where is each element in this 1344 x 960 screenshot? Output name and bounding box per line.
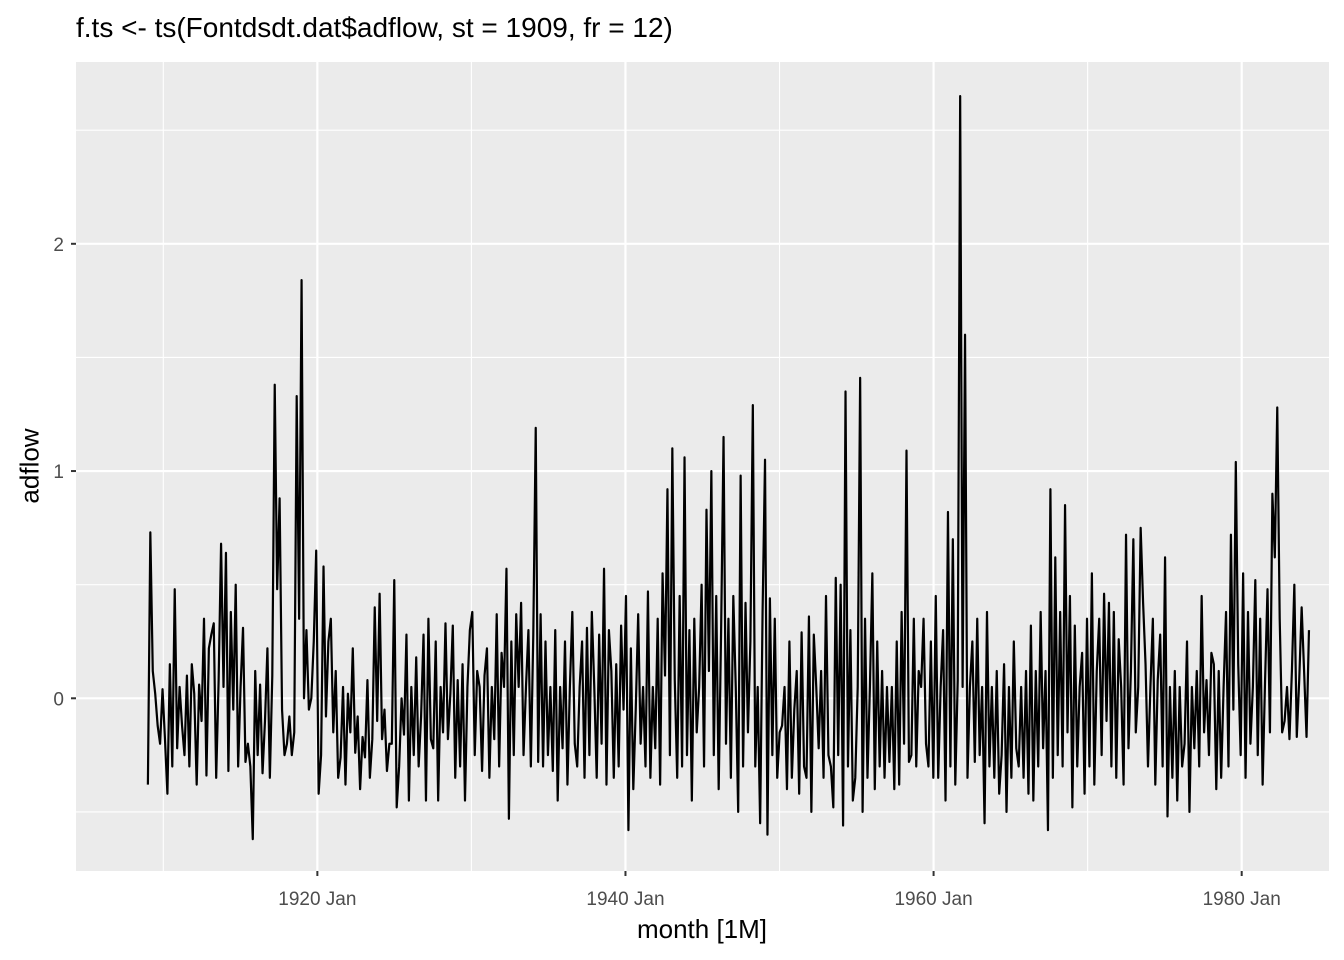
y-tick-label: 2 bbox=[53, 235, 64, 256]
y-tick-label: 0 bbox=[53, 689, 64, 710]
plot-panel bbox=[76, 62, 1329, 871]
x-axis-title: month [1M] bbox=[636, 914, 768, 944]
x-tick-label: 1960 Jan bbox=[894, 889, 972, 910]
y-tick-label: 1 bbox=[53, 462, 64, 483]
y-axis: 0 1 2 bbox=[53, 235, 76, 710]
series-line-adflow bbox=[146, 94, 1311, 841]
x-tick-label: 1940 Jan bbox=[586, 889, 664, 910]
x-tick-label: 1920 Jan bbox=[278, 889, 356, 910]
y-axis-title: adflow bbox=[14, 428, 45, 504]
x-tick-label: 1980 Jan bbox=[1203, 889, 1281, 910]
x-axis: 1920 Jan 1940 Jan 1960 Jan 1980 Jan bbox=[278, 871, 1281, 910]
chart-title: f.ts <- ts(Fontdsdt.dat$adflow, st = 190… bbox=[76, 12, 673, 43]
